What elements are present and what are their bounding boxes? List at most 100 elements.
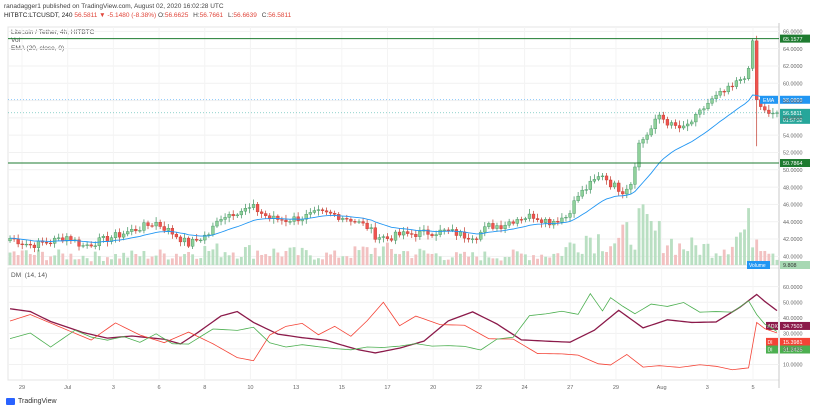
volume-bar <box>686 251 690 265</box>
close-value: 56.5811 <box>268 12 292 19</box>
candle-body <box>138 230 142 232</box>
candle-body <box>215 220 219 227</box>
candle-body <box>349 218 353 222</box>
volume-bar <box>629 244 633 265</box>
price-change: ▼ -5.1480 (-8.38%) <box>99 12 157 19</box>
volume-bar <box>130 250 134 265</box>
volume-bar <box>690 237 694 265</box>
candle-body <box>211 225 215 235</box>
volume-bar <box>649 220 653 265</box>
price-tick-label: 62.0000 <box>783 64 803 70</box>
volume-bar <box>710 257 714 265</box>
candle-body <box>406 231 410 234</box>
volume-bar <box>726 254 730 265</box>
volume-bar <box>597 234 600 265</box>
volume-bar <box>568 242 572 265</box>
candle-body <box>714 94 718 99</box>
candle-body <box>422 229 426 232</box>
candle-body <box>677 125 682 129</box>
volume-bar <box>321 259 324 265</box>
candle-body <box>499 225 503 229</box>
candle-body <box>81 245 85 247</box>
candle-body <box>158 222 162 227</box>
volume-bar <box>536 258 539 265</box>
volume-bar <box>601 251 604 265</box>
tradingview-footer[interactable]: TradingView <box>6 398 57 405</box>
volume-bar <box>410 258 414 265</box>
price-tick-label: 54.0000 <box>783 133 803 139</box>
volume-bar <box>101 260 105 265</box>
x-tick-label: 13 <box>293 385 299 391</box>
volume-bar <box>584 235 588 265</box>
volume-bar <box>406 251 410 265</box>
candle-body <box>126 231 130 235</box>
dmi-name-label: DI <box>768 340 773 346</box>
axes: 40.0000 42.0000 44.0000 46.0000 48.0000 50.00… <box>19 30 803 391</box>
candle-body <box>361 221 365 224</box>
volume-bar <box>479 260 483 265</box>
dmi-name-tag <box>766 337 778 346</box>
dmi-value-tag <box>780 321 810 330</box>
price-tick-label: 66.0000 <box>783 30 803 36</box>
volume-bar <box>653 230 657 265</box>
volume-bar <box>418 248 422 265</box>
volume-bar <box>377 256 381 265</box>
volume-bar <box>625 222 629 265</box>
volume-bar <box>256 250 259 265</box>
price-tag-label: 58.0893 <box>783 98 803 104</box>
volume-bar <box>698 254 702 265</box>
volume-bar <box>122 252 126 265</box>
volume-tag <box>780 261 810 269</box>
volume-bar <box>454 252 458 265</box>
candle-body <box>527 213 532 219</box>
candle-body <box>304 214 308 220</box>
volume-bar <box>114 254 117 265</box>
price-panel-frame <box>7 26 780 266</box>
volume-name-tag <box>747 261 770 269</box>
candle-body <box>333 213 337 215</box>
candle-body <box>341 218 345 220</box>
candle-body <box>8 238 12 242</box>
volume-bar <box>694 245 698 265</box>
candle-body <box>475 238 479 240</box>
volume-bar <box>373 247 377 265</box>
candle-body <box>738 79 743 81</box>
last-price: 56.5811 <box>74 12 98 19</box>
candle-body <box>580 189 584 197</box>
volume-bar <box>613 243 617 265</box>
volume-bar <box>97 256 101 265</box>
volume-bar <box>227 255 231 265</box>
candle-body <box>584 189 588 191</box>
candle-body <box>718 91 722 96</box>
candle-body <box>345 218 349 220</box>
volume-bar <box>702 244 706 265</box>
volume-bar <box>588 237 592 265</box>
volume-bar <box>459 253 462 265</box>
candle-body <box>552 220 556 226</box>
candle-body <box>20 243 24 245</box>
volume-bar <box>77 259 81 265</box>
candle-body <box>89 244 93 247</box>
candle-body <box>85 244 89 246</box>
volume-bar <box>637 208 641 265</box>
volume-bar <box>682 249 686 265</box>
volume-bar <box>739 232 742 265</box>
candle-body <box>430 234 434 237</box>
volume-bar <box>349 257 353 265</box>
volume-bar <box>511 249 515 265</box>
volume-bar <box>215 243 219 265</box>
volume-bar <box>747 208 750 265</box>
volume-bar <box>81 255 85 265</box>
volume-bar <box>41 251 44 265</box>
volume-bar <box>385 242 389 265</box>
volume-bar <box>8 252 12 265</box>
candle-body <box>604 175 609 181</box>
candle-body <box>393 231 398 241</box>
volume-bar <box>483 251 487 265</box>
volume-bar <box>763 250 767 265</box>
candle-body <box>24 243 28 246</box>
dmi-tick-label: 50.0000 <box>783 300 803 306</box>
x-tick-label: 5 <box>751 385 754 391</box>
